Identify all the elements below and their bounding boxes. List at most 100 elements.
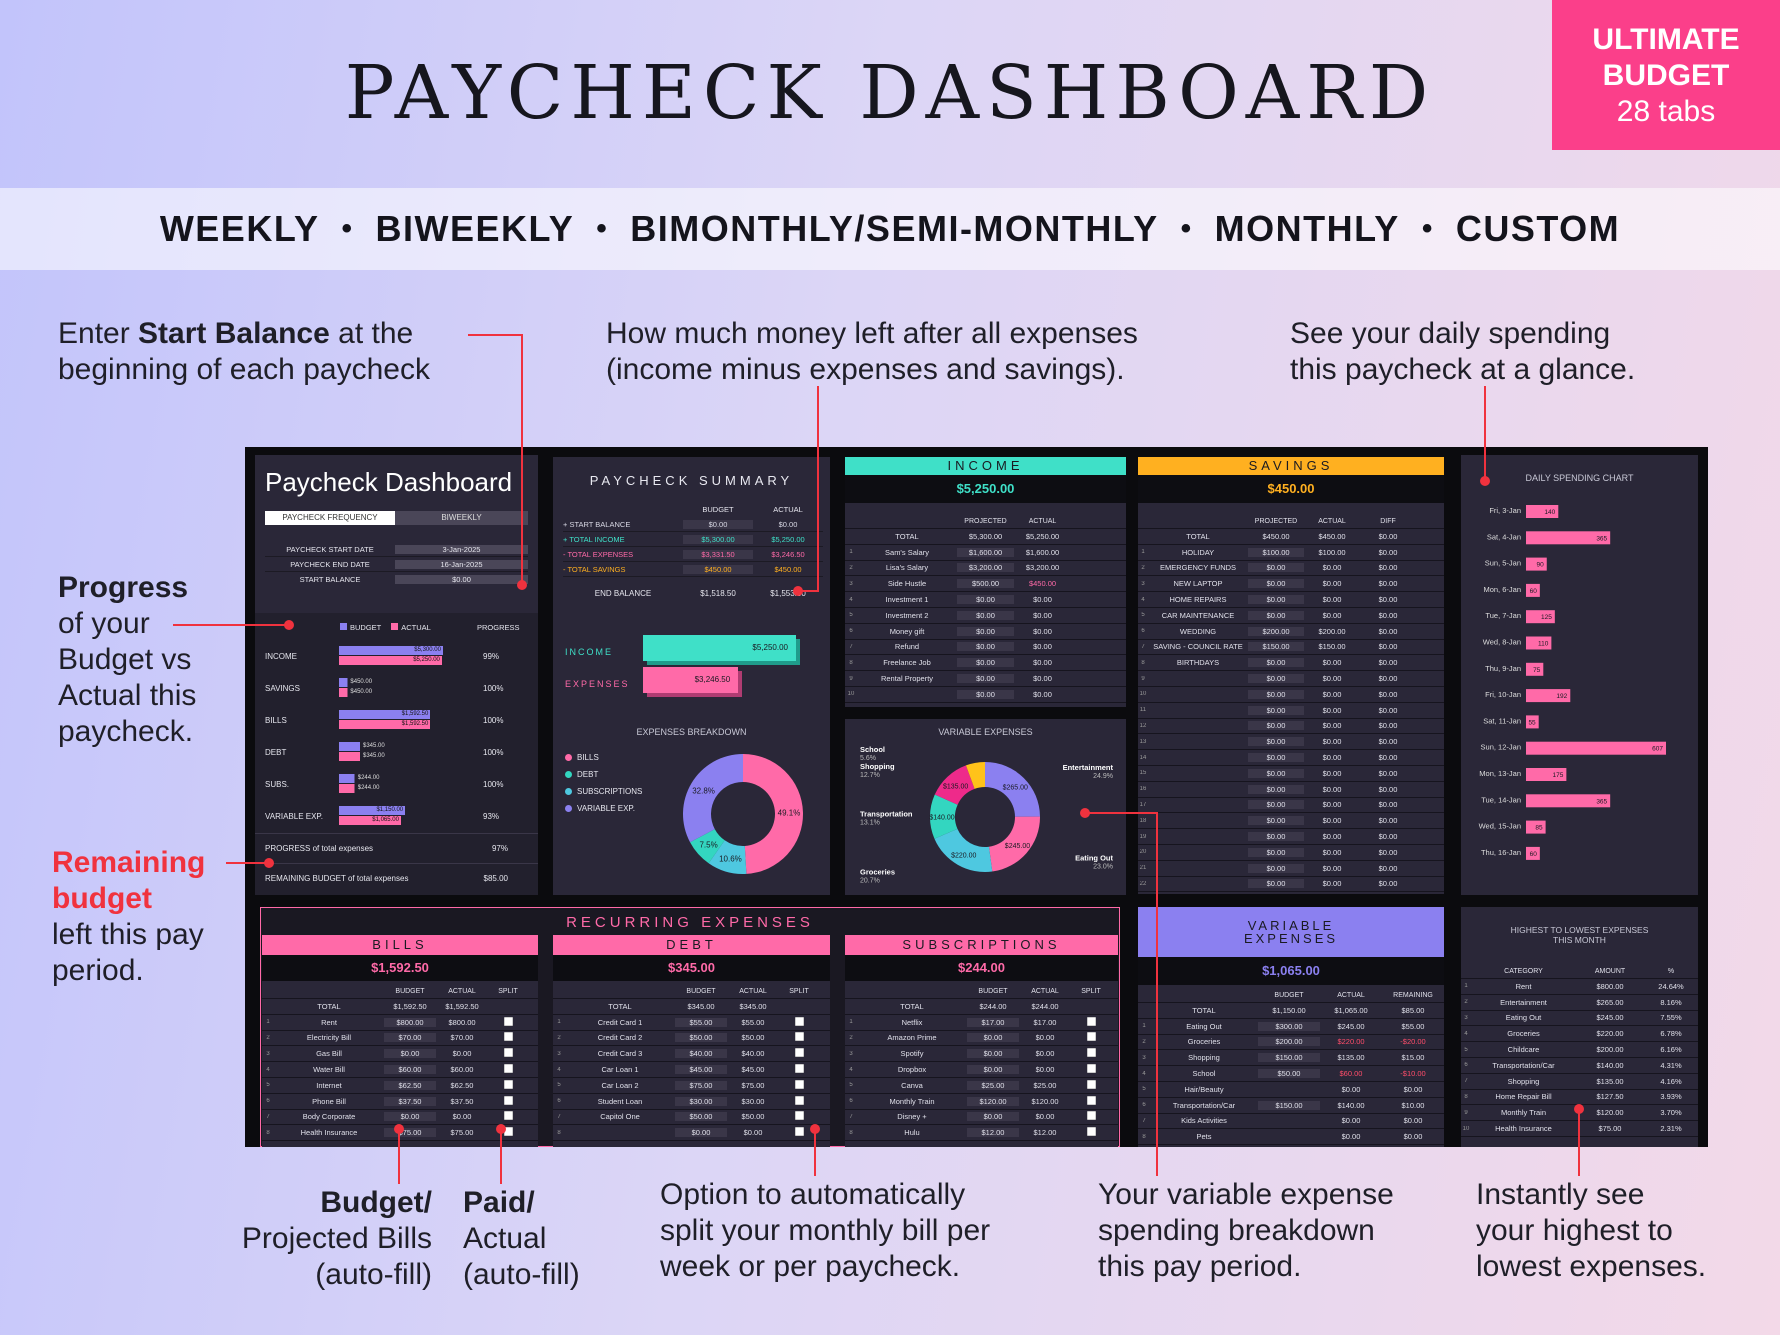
table-row: 5 Childcare $200.00 6.16% — [1461, 1042, 1698, 1058]
split-checkbox[interactable] — [503, 1016, 513, 1026]
start-date-value[interactable]: 3-Jan-2025 — [395, 544, 528, 554]
split-checkbox[interactable] — [794, 1111, 804, 1121]
progress-row-label: INCOME — [265, 652, 297, 661]
table-row: 6 Student Loan $30.00 $30.00 — [553, 1094, 830, 1110]
table-row: 1 Rent $800.00 $800.00 — [262, 1015, 538, 1031]
split-checkbox[interactable] — [503, 1032, 513, 1042]
split-checkbox[interactable] — [1086, 1111, 1096, 1121]
table-row: 8 Home Repair Bill $127.50 3.93% — [1461, 1090, 1698, 1106]
connector-start-balance-v — [521, 334, 523, 584]
table-row: 1 Rent $800.00 24.64% — [1461, 979, 1698, 995]
split-checkbox[interactable] — [1086, 1032, 1096, 1042]
dashboard-title: Paycheck Dashboard — [265, 467, 513, 497]
expenses-breakdown-donut: 49.1% 10.6%7.5% 32.8% — [683, 754, 804, 874]
split-checkbox[interactable] — [794, 1079, 804, 1089]
start-balance-input[interactable]: $0.00 — [395, 575, 528, 584]
progress-chart: BUDGET ACTUAL PROGRESS INCOME $5,300.00 $5… — [255, 613, 538, 895]
pin-remaining — [264, 858, 274, 868]
expenses-bar-label: EXPENSES — [565, 679, 630, 689]
split-checkbox[interactable] — [794, 1048, 804, 1058]
end-date-value[interactable]: 16-Jan-2025 — [395, 559, 528, 569]
ve-slice — [934, 765, 975, 805]
end-balance-row: END BALANCE $1,518.50 $1,553.50 — [594, 589, 806, 598]
progress-row-label: DEBT — [265, 748, 287, 757]
table-header: BUDGET ACTUAL SPLIT — [845, 985, 1118, 999]
ve-slice-amount: $140.00 — [929, 815, 954, 822]
table-row: 4 Groceries $220.00 6.78% — [1461, 1026, 1698, 1043]
split-checkbox[interactable] — [1086, 1048, 1096, 1058]
table-row: 8 Freelance Job $0.00 $0.00 — [845, 655, 1126, 672]
daily-bar — [1526, 583, 1540, 597]
daily-label: Fri, 10-Jan — [1485, 690, 1521, 699]
daily-label: Sat, 4-Jan — [1487, 532, 1521, 541]
table-row: 7 Refund $0.00 $0.00 — [845, 640, 1126, 656]
daily-value: 55 — [1528, 719, 1536, 726]
table-row: 6 Phone Bill $37.50 $37.50 — [262, 1094, 538, 1110]
split-checkbox[interactable] — [1086, 1079, 1096, 1089]
table-row: 5 Hair/Beauty $0.00 $0.00 — [1138, 1082, 1444, 1098]
bills-total: $1,592.50 — [262, 955, 538, 981]
daily-value: 192 — [1556, 693, 1567, 700]
ve-slice-pct: 24.9% — [1093, 773, 1113, 780]
progress-budget-bar: $1,592.50 — [339, 710, 431, 719]
freq-bimonthly: BIMONTHLY/SEMI-MONTHLY — [630, 208, 1159, 249]
table-row: 5 Car Loan 2 $75.00 $75.00 — [553, 1078, 830, 1094]
ve-slice-amount: $245.00 — [1005, 843, 1030, 850]
split-checkbox[interactable] — [1086, 1064, 1096, 1074]
income-title: INCOME — [845, 457, 1126, 475]
daily-value: 60 — [1530, 588, 1538, 595]
split-checkbox[interactable] — [794, 1032, 804, 1042]
table-row: 6 Monthly Train $120.00 $120.00 — [845, 1094, 1118, 1110]
split-checkbox[interactable] — [1086, 1095, 1096, 1105]
split-checkbox[interactable] — [794, 1127, 804, 1137]
split-checkbox[interactable] — [503, 1048, 513, 1058]
split-checkbox[interactable] — [503, 1111, 513, 1121]
table-row: 14 $0.00 $0.00 $0.00 — [1138, 750, 1444, 766]
split-checkbox[interactable] — [794, 1016, 804, 1026]
table-row: 3 Credit Card 3 $40.00 $40.00 — [553, 1046, 830, 1063]
progress-row-pct: 99% — [483, 652, 500, 661]
progress-row: VARIABLE EXP. $1,150.00 $1,065.00 93% — [255, 803, 538, 833]
table-row: 20 $0.00 $0.00 $0.00 — [1138, 845, 1444, 861]
table-row: 12 $0.00 $0.00 $0.00 — [1138, 719, 1444, 735]
frequency-select[interactable]: BIWEEKLY — [395, 511, 528, 525]
table-header: PROJECTED ACTUAL DIFF — [1138, 515, 1444, 529]
savings-title: SAVINGS — [1138, 457, 1444, 475]
progress-row-pct: 93% — [483, 812, 500, 821]
split-checkbox[interactable] — [503, 1079, 513, 1089]
table-row: 8 $0.00 $0.00 — [553, 1125, 830, 1142]
table-row: 2 EMERGENCY FUNDS $0.00 $0.00 $0.00 — [1138, 561, 1444, 577]
progress-row-pct: 100% — [483, 780, 504, 789]
total-progress-row: PROGRESS of total expenses 97% — [255, 833, 538, 853]
eb-slice-label: 32.8% — [692, 786, 715, 795]
split-checkbox[interactable] — [794, 1095, 804, 1105]
split-checkbox[interactable] — [503, 1095, 513, 1105]
table-row: 7 Kids Activities $0.00 $0.00 — [1138, 1114, 1444, 1130]
ve-slice-name: School — [860, 745, 885, 754]
legend-actual: ACTUAL — [391, 623, 431, 632]
daily-label: Mon, 6-Jan — [1483, 585, 1521, 594]
split-checkbox[interactable] — [1086, 1127, 1096, 1137]
bills-panel: BILLS $1,592.50 BUDGET ACTUAL SPLIT TOTAL $1,5… — [262, 935, 538, 1147]
table-row: 3 Shopping $150.00 $135.00 $15.00 — [1138, 1050, 1444, 1067]
table-row: 7 Capitol One $50.00 $50.00 — [553, 1110, 830, 1126]
progress-panel: Paycheck Dashboard PAYCHECK FREQUENCY BI… — [255, 455, 538, 895]
daily-bar — [1526, 557, 1547, 571]
eb-slice-label: 10.6% — [719, 854, 742, 863]
split-checkbox[interactable] — [503, 1064, 513, 1074]
connector-variable-h — [1088, 812, 1158, 814]
expenses-bar: $3,246.50 — [643, 667, 739, 693]
split-checkbox[interactable] — [794, 1064, 804, 1074]
legend-progress: PROGRESS — [477, 623, 520, 632]
split-checkbox[interactable] — [1086, 1016, 1096, 1026]
ve-slice-pct: 23.0% — [1093, 863, 1113, 870]
progress-budget-bar: $244.00 — [339, 774, 399, 783]
table-total-row: TOTAL $5,300.00 $5,250.00 — [845, 529, 1126, 545]
daily-label: Thu, 16-Jan — [1481, 848, 1521, 857]
progress-row-label: SAVINGS — [265, 684, 300, 693]
pin-budget — [394, 1124, 404, 1134]
table-row: 2 Entertainment $265.00 8.16% — [1461, 995, 1698, 1011]
daily-value: 607 — [1652, 746, 1663, 753]
table-total-row: TOTAL $244.00 $244.00 — [845, 999, 1118, 1015]
annotation-progress: Progress of your Budget vs Actual this paych… — [58, 571, 197, 748]
